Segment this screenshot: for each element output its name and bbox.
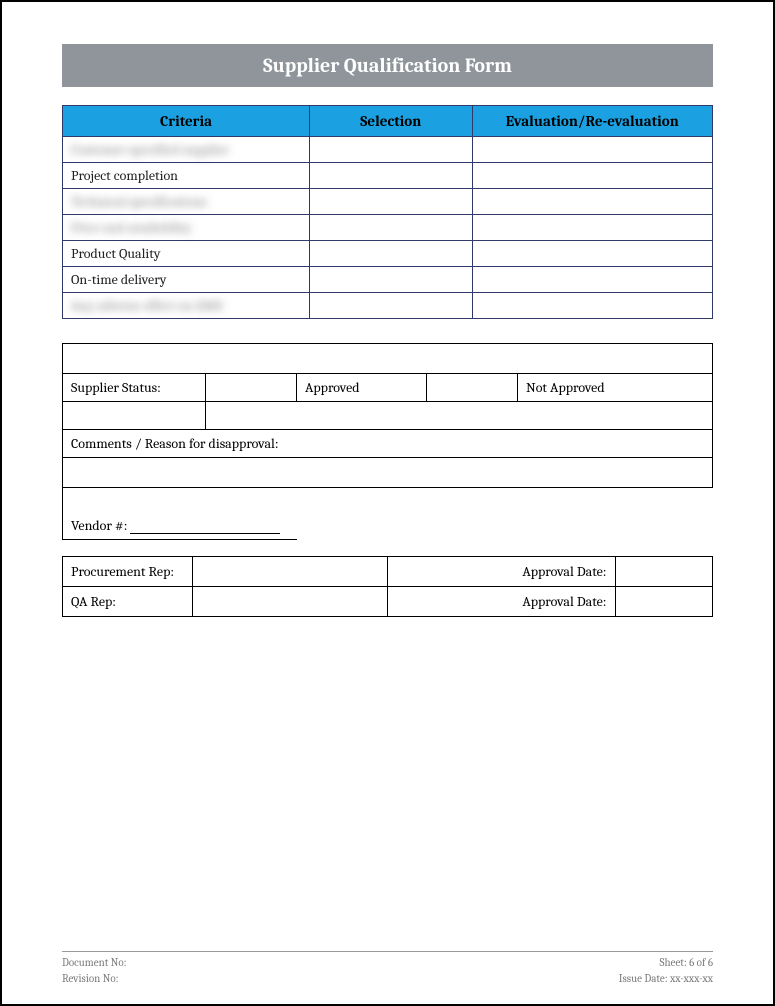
- qa-approval-date-label: Approval Date:: [388, 587, 616, 617]
- header-criteria: Criteria: [63, 106, 310, 137]
- selection-cell[interactable]: [310, 189, 473, 215]
- approved-label: Approved: [297, 374, 427, 402]
- supplier-status-blank1[interactable]: [206, 374, 297, 402]
- footer-right: Sheet: 6 of 6 Issue Date: xx-xxx-xx: [619, 955, 713, 986]
- header-evaluation: Evaluation/Re-evaluation: [472, 106, 713, 137]
- status-blank-row[interactable]: [63, 344, 713, 374]
- status-cell-b[interactable]: [206, 402, 713, 430]
- table-row: Price and availability: [63, 215, 713, 241]
- qa-approval-date-field[interactable]: [615, 587, 713, 617]
- issue-date-label: Issue Date: xx-xxx-xx: [619, 971, 713, 986]
- criteria-cell: On-time delivery: [63, 267, 310, 293]
- evaluation-cell[interactable]: [472, 163, 713, 189]
- selection-cell[interactable]: [310, 267, 473, 293]
- not-approved-label: Not Approved: [518, 374, 713, 402]
- selection-cell[interactable]: [310, 293, 473, 319]
- table-row: Customer specified supplier: [63, 137, 713, 163]
- revision-no-label: Revision No:: [62, 971, 127, 986]
- criteria-cell: Any adverse effect on QMS: [63, 293, 310, 319]
- form-title: Supplier Qualification Form: [62, 44, 713, 87]
- status-cell-a[interactable]: [63, 402, 206, 430]
- page-footer: Document No: Revision No: Sheet: 6 of 6 …: [62, 951, 713, 986]
- criteria-cell: Customer specified supplier: [63, 137, 310, 163]
- status-table: Supplier Status: Approved Not Approved C…: [62, 343, 713, 540]
- evaluation-cell[interactable]: [472, 189, 713, 215]
- table-row: Project completion: [63, 163, 713, 189]
- evaluation-cell[interactable]: [472, 293, 713, 319]
- criteria-cell: Product Quality: [63, 241, 310, 267]
- selection-cell[interactable]: [310, 163, 473, 189]
- criteria-cell: Price and availability: [63, 215, 310, 241]
- vendor-blank-right: [297, 488, 713, 540]
- procurement-approval-date-label: Approval Date:: [388, 557, 616, 587]
- criteria-table: Criteria Selection Evaluation/Re-evaluat…: [62, 105, 713, 319]
- footer-left: Document No: Revision No:: [62, 955, 127, 986]
- document-no-label: Document No:: [62, 955, 127, 970]
- vendor-cell: Vendor #:: [63, 488, 297, 540]
- approved-blank[interactable]: [427, 374, 518, 402]
- criteria-cell: Technical specifications: [63, 189, 310, 215]
- sheet-label: Sheet: 6 of 6: [619, 955, 713, 970]
- signoff-table: Procurement Rep: Approval Date: QA Rep: …: [62, 556, 713, 617]
- procurement-rep-field[interactable]: [193, 557, 388, 587]
- procurement-row: Procurement Rep: Approval Date:: [63, 557, 713, 587]
- page-container: Supplier Qualification Form Criteria Sel…: [0, 0, 775, 1006]
- selection-cell[interactable]: [310, 241, 473, 267]
- qa-rep-label: QA Rep:: [63, 587, 193, 617]
- evaluation-cell[interactable]: [472, 267, 713, 293]
- selection-cell[interactable]: [310, 215, 473, 241]
- procurement-rep-label: Procurement Rep:: [63, 557, 193, 587]
- procurement-approval-date-field[interactable]: [615, 557, 713, 587]
- selection-cell[interactable]: [310, 137, 473, 163]
- qa-rep-field[interactable]: [193, 587, 388, 617]
- vendor-label: Vendor #:: [71, 517, 127, 534]
- table-row: Any adverse effect on QMS: [63, 293, 713, 319]
- evaluation-cell[interactable]: [472, 137, 713, 163]
- criteria-cell: Project completion: [63, 163, 310, 189]
- comments-label: Comments / Reason for disapproval:: [63, 430, 713, 458]
- table-row: Technical specifications: [63, 189, 713, 215]
- vendor-number-field[interactable]: [130, 520, 280, 534]
- evaluation-cell[interactable]: [472, 215, 713, 241]
- supplier-status-row: Supplier Status: Approved Not Approved: [63, 374, 713, 402]
- header-selection: Selection: [310, 106, 473, 137]
- criteria-header-row: Criteria Selection Evaluation/Re-evaluat…: [63, 106, 713, 137]
- table-row: On-time delivery: [63, 267, 713, 293]
- supplier-status-label: Supplier Status:: [63, 374, 206, 402]
- qa-row: QA Rep: Approval Date:: [63, 587, 713, 617]
- comments-field[interactable]: [63, 458, 713, 488]
- evaluation-cell[interactable]: [472, 241, 713, 267]
- table-row: Product Quality: [63, 241, 713, 267]
